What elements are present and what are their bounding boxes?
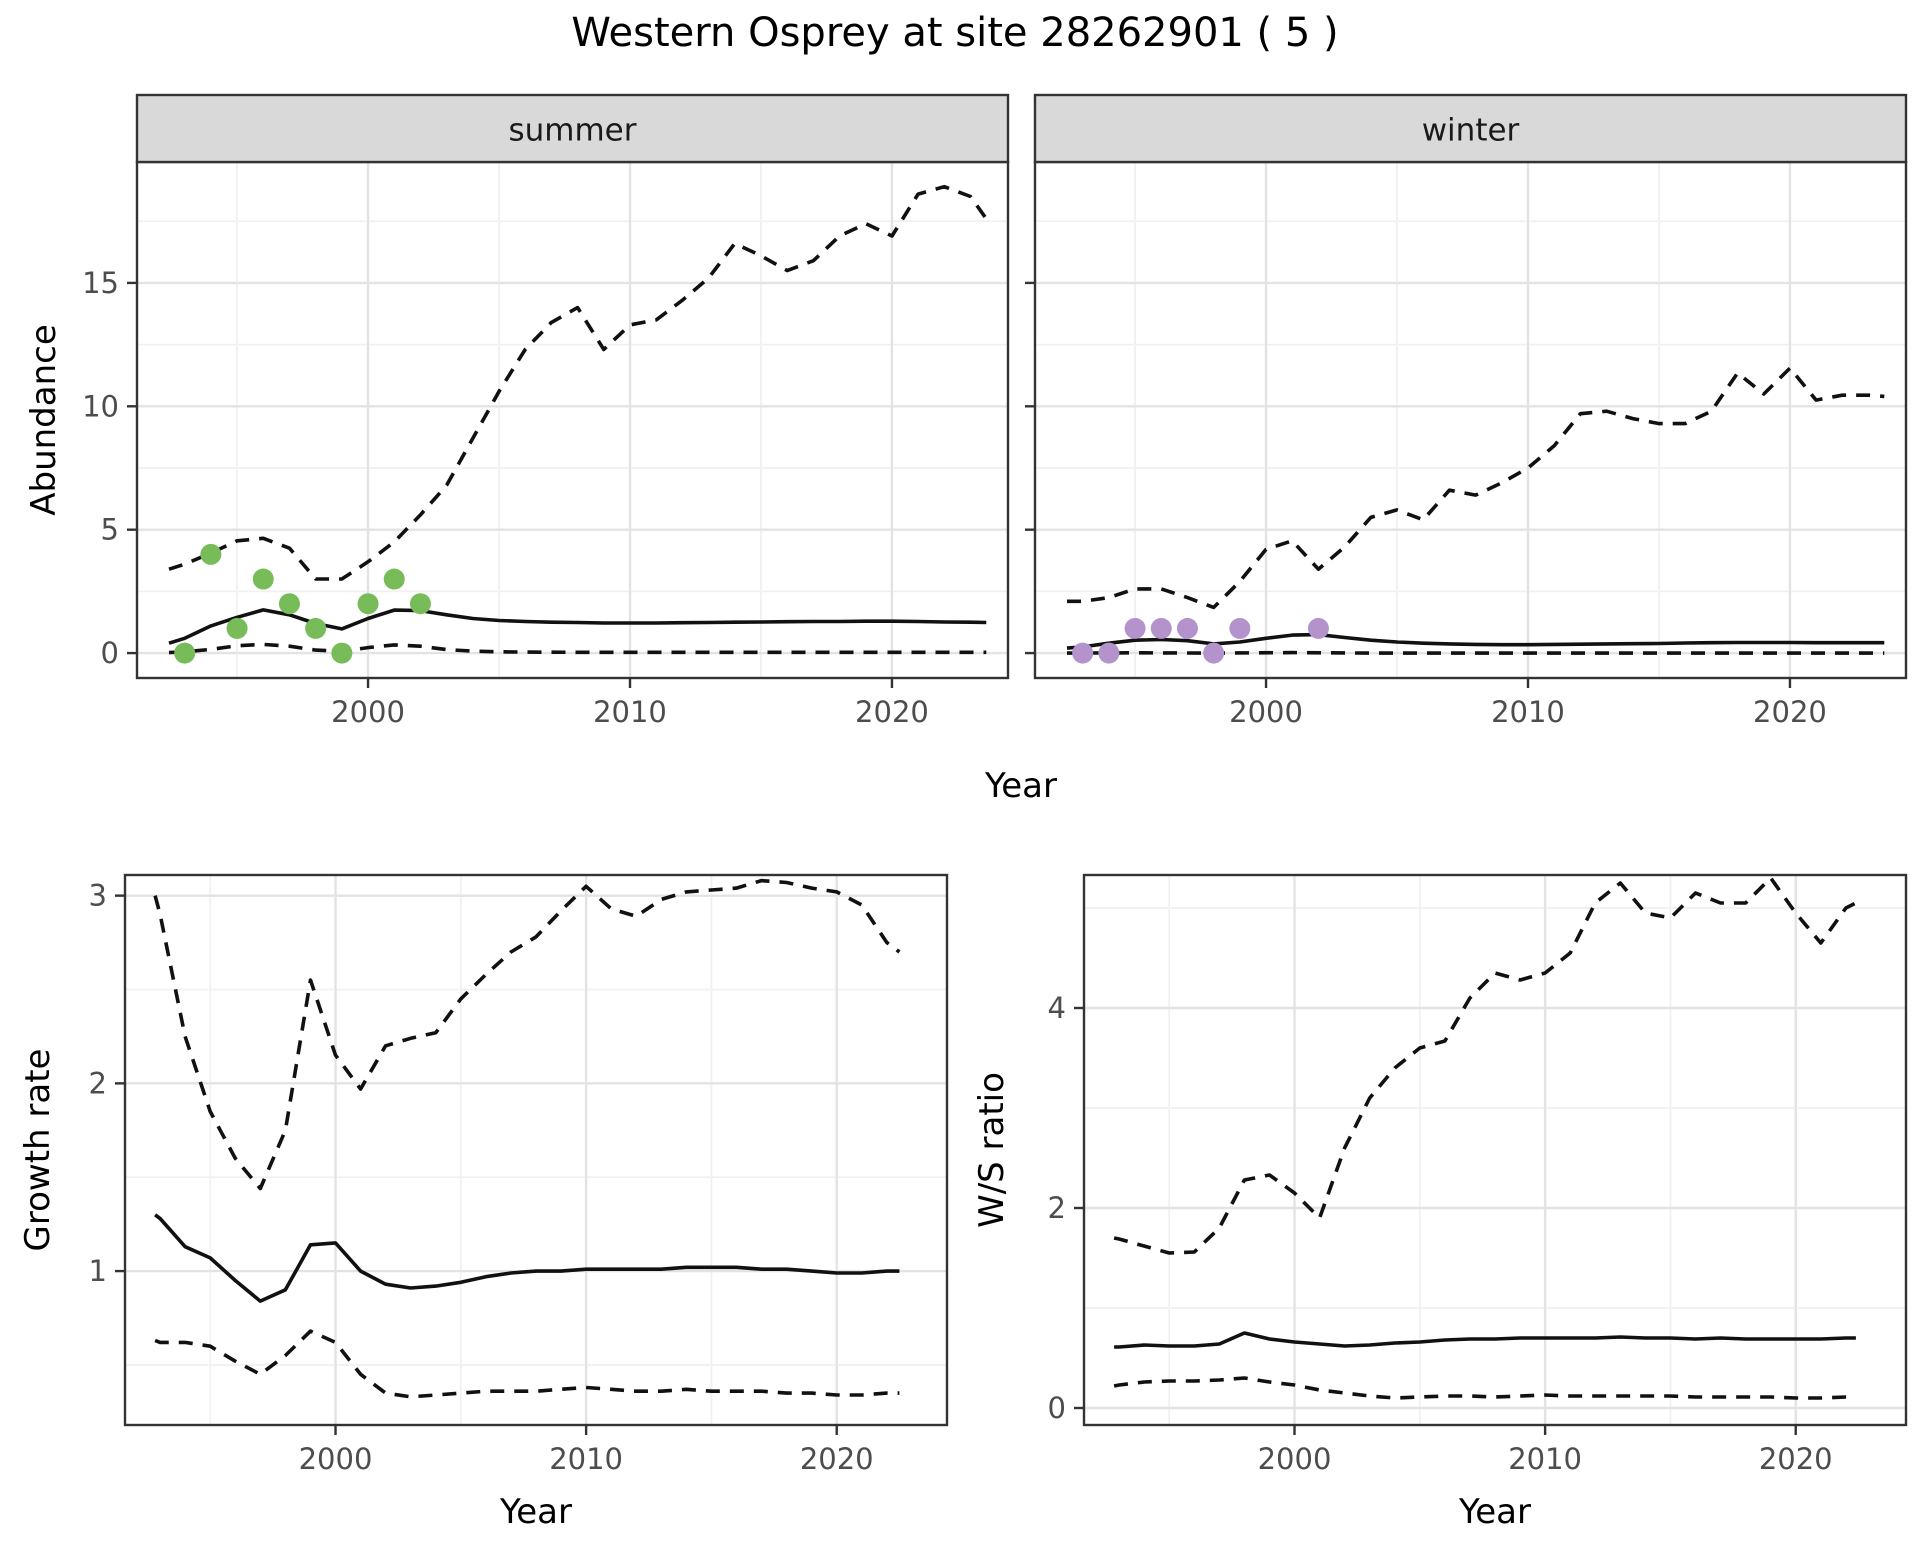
facet-strip <box>1033 93 1908 164</box>
observation-point <box>1176 617 1198 639</box>
y-axis-title-abundance: Abundance <box>24 324 64 516</box>
facet-strip-label: summer <box>508 113 636 149</box>
observation-point <box>409 593 431 615</box>
x-tick-label: 2010 <box>593 695 667 729</box>
y-tick-label: 10 <box>82 389 119 423</box>
observation-point <box>331 642 353 664</box>
median-line <box>1066 632 1885 650</box>
median-line <box>154 1213 900 1303</box>
observation-point <box>1307 617 1329 639</box>
y-tick-label: 0 <box>1048 1391 1066 1425</box>
panel-abundance-winter: winter 2000 2010 2020 <box>1025 93 1908 729</box>
panel-growth-rate: 2000 2010 2020 1 2 3 <box>89 873 949 1476</box>
y-tick-label: 2 <box>1048 1191 1066 1225</box>
upper-95ci-line <box>153 878 901 1191</box>
panel-background <box>137 162 1008 678</box>
upper-95ci-line <box>1067 366 1885 610</box>
x-tick-label: 2000 <box>1258 1442 1332 1476</box>
y-tick-label: 0 <box>101 636 119 670</box>
observation-point <box>226 617 248 639</box>
panel-background <box>1084 875 1906 1425</box>
x-tick-label: 2000 <box>299 1442 373 1476</box>
x-tick-label: 2000 <box>1229 695 1303 729</box>
x-tick-label: 2010 <box>1491 695 1565 729</box>
lower-95ci-line <box>1066 650 1885 655</box>
median-line <box>168 608 987 645</box>
observation-point <box>200 543 222 565</box>
x-axis-title-year-bottom-left: Year <box>500 1492 572 1532</box>
x-tick-label: 2020 <box>1759 1442 1833 1476</box>
observation-point <box>357 593 379 615</box>
panel-border <box>123 873 949 1427</box>
observation-point <box>1203 642 1225 664</box>
upper-95ci-line <box>168 184 988 581</box>
observation-point <box>174 642 196 664</box>
panel-abundance-summer: summer 2000 2010 2020 0 5 10 15 <box>82 93 1010 729</box>
lower-95ci-line <box>1113 1376 1856 1400</box>
observation-point <box>1072 642 1094 664</box>
panel-border <box>1082 873 1908 1427</box>
panel-background <box>125 875 947 1425</box>
observation-point <box>1150 617 1172 639</box>
x-tick-label: 2010 <box>549 1442 623 1476</box>
panel-background <box>1035 162 1906 678</box>
y-tick-label: 2 <box>89 1066 107 1100</box>
y-tick-label: 15 <box>82 266 119 300</box>
y-tick-label: 5 <box>101 513 119 547</box>
y-tick-label: 4 <box>1048 991 1066 1025</box>
x-tick-label: 2020 <box>1753 695 1827 729</box>
panel-ws-ratio: 2000 2010 2020 0 2 4 <box>1048 873 1908 1476</box>
x-tick-label: 2010 <box>1508 1442 1582 1476</box>
observation-point <box>383 568 405 590</box>
observation-point <box>278 593 300 615</box>
observation-point <box>305 617 327 639</box>
x-axis-title-year-bottom-right: Year <box>1459 1492 1531 1532</box>
upper-95ci-line <box>1113 876 1857 1255</box>
median-line <box>1114 1331 1856 1349</box>
x-tick-label: 2000 <box>331 695 405 729</box>
x-axis-title-year-top: Year <box>985 766 1057 806</box>
y-tick-label: 1 <box>89 1254 107 1288</box>
lower-95ci-line <box>154 1329 900 1399</box>
page-title: Western Osprey at site 28262901 ( 5 ) <box>571 10 1339 56</box>
y-axis-title-ws-ratio: W/S ratio <box>972 1072 1012 1228</box>
observation-point <box>252 568 274 590</box>
observation-point <box>1124 617 1146 639</box>
facet-strip-label: winter <box>1422 113 1520 149</box>
x-tick-label: 2020 <box>800 1442 874 1476</box>
facet-strip <box>135 93 1010 164</box>
lower-95ci-line <box>168 642 987 655</box>
x-tick-label: 2020 <box>855 695 929 729</box>
observation-point <box>1098 642 1120 664</box>
y-tick-label: 3 <box>89 879 107 913</box>
y-axis-title-growth-rate: Growth rate <box>18 1048 58 1252</box>
observation-point <box>1229 617 1251 639</box>
